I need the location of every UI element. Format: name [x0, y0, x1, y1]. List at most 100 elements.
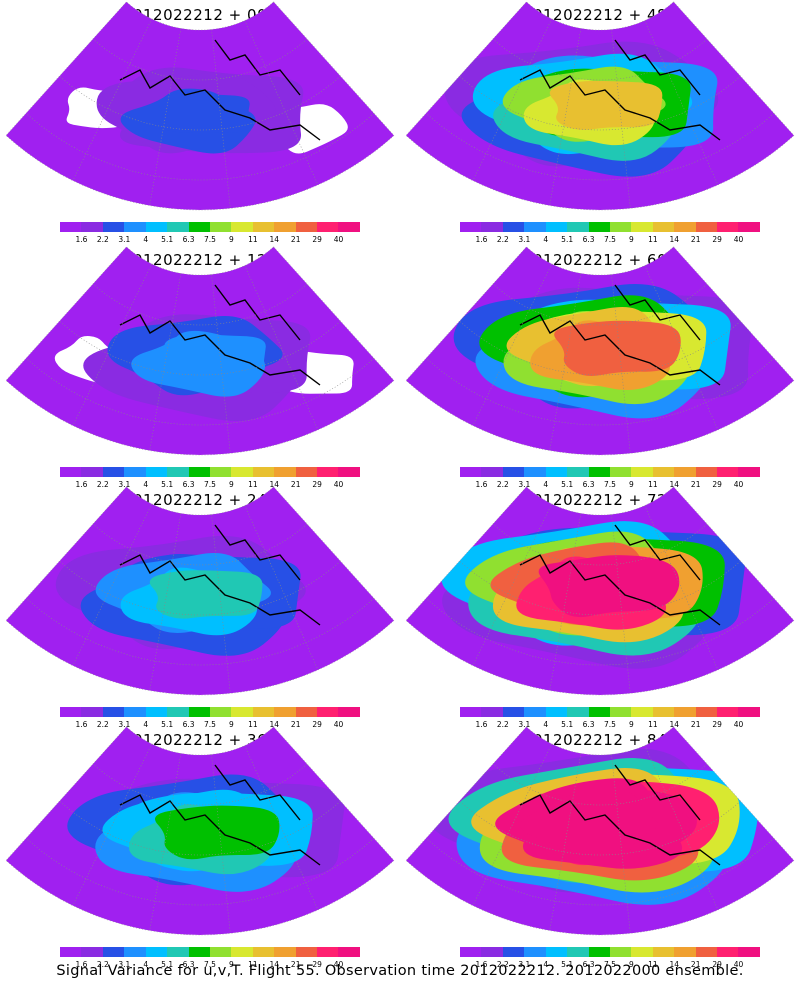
colorbar-label: 4 — [143, 235, 149, 244]
colorbar-swatch — [674, 707, 696, 717]
colorbar-label: 7.5 — [604, 235, 616, 244]
colorbar-swatch — [695, 947, 718, 957]
colorbar-swatch — [317, 222, 339, 232]
colorbar-label: 4 — [543, 235, 549, 244]
colorbar-label: 2.2 — [496, 960, 509, 969]
figure-caption: Signal Variance for u,v,T. Flight 55. Ob… — [56, 963, 744, 979]
colorbar-swatch — [545, 467, 568, 477]
colorbar-label: 7.5 — [204, 235, 216, 244]
colorbar-swatch — [274, 707, 296, 717]
colorbar-swatch — [252, 707, 275, 717]
colorbar-swatch — [209, 707, 232, 717]
colorbar-label: 11 — [248, 960, 258, 969]
variance-map — [5, 726, 395, 936]
colorbar-label: 40 — [733, 720, 744, 729]
colorbar-label: 5.1 — [561, 720, 574, 729]
variance-field — [405, 726, 795, 936]
colorbar-swatch — [717, 947, 739, 957]
graticule — [25, 503, 375, 694]
colorbar-label: 14 — [669, 235, 680, 244]
coastline — [519, 39, 721, 141]
colorbar — [460, 467, 760, 477]
colorbar-label: 6.3 — [182, 720, 195, 729]
colorbar-label: 9 — [229, 235, 234, 244]
colorbar-label: 3.1 — [518, 480, 531, 489]
colorbar-swatch — [460, 467, 482, 477]
colorbar-swatch — [295, 467, 318, 477]
coastline — [519, 284, 721, 386]
colorbar-labels: 1.6 2.2 3.1 4 5.1 6.3 7.5 9 11 14 21 29 40 — [460, 480, 760, 490]
colorbar-label: 40 — [333, 960, 344, 969]
forecast-panel: 2012022212 + 48h 1.6 2.2 3.1 4 5.1 6.3 7.5 9 11 14… — [400, 0, 800, 245]
colorbar-swatch — [124, 222, 146, 232]
colorbar-swatch — [481, 947, 503, 957]
colorbar-swatch — [609, 467, 632, 477]
colorbar-swatch — [60, 707, 82, 717]
graticule — [425, 503, 775, 694]
panel-title: 2012022212 + 84h — [522, 731, 678, 749]
coastline — [519, 764, 721, 866]
colorbar-swatch — [588, 222, 610, 232]
colorbar-swatch — [652, 222, 675, 232]
coastline — [119, 39, 321, 141]
colorbar-label: 21 — [290, 480, 301, 489]
colorbar-label: 29 — [312, 235, 322, 244]
colorbar-label: 5.1 — [161, 235, 174, 244]
coastline — [119, 284, 321, 386]
colorbar-labels: 1.6 2.2 3.1 4 5.1 6.3 7.5 9 11 14 21 29 40 — [460, 960, 760, 970]
colorbar-swatch — [652, 947, 675, 957]
coastline — [119, 764, 321, 866]
panel-title: 2012022212 + 24h — [122, 491, 278, 509]
colorbar-label: 40 — [333, 480, 344, 489]
colorbar-swatch — [631, 222, 653, 232]
coastline — [519, 524, 721, 626]
variance-field — [5, 246, 395, 456]
colorbar-label: 14 — [669, 480, 680, 489]
colorbar-swatch — [60, 222, 82, 232]
colorbar — [460, 707, 760, 717]
colorbar-swatch — [738, 707, 760, 717]
colorbar-label: 6.3 — [182, 960, 195, 969]
colorbar-label: 2.2 — [496, 235, 509, 244]
colorbar-label: 40 — [733, 235, 744, 244]
colorbar-label: 4 — [543, 480, 549, 489]
colorbar-swatch — [338, 222, 360, 232]
colorbar-swatch — [545, 707, 568, 717]
colorbar-labels: 1.6 2.2 3.1 4 5.1 6.3 7.5 9 11 14 21 29 40 — [60, 720, 360, 730]
colorbar-labels: 1.6 2.2 3.1 4 5.1 6.3 7.5 9 11 14 21 29 40 — [460, 235, 760, 245]
variance-field — [5, 1, 395, 211]
forecast-panel: 2012022212 + 84h 1.6 2.2 3.1 4 5.1 6.3 7.5 9 11 14… — [400, 725, 800, 970]
colorbar-label: 21 — [690, 960, 701, 969]
colorbar-label: 14 — [269, 720, 280, 729]
colorbar-label: 2.2 — [96, 720, 109, 729]
graticule — [425, 263, 775, 454]
colorbar-swatch — [524, 947, 546, 957]
colorbar-swatch — [124, 707, 146, 717]
colorbar-label: 3.1 — [118, 480, 131, 489]
colorbar-swatch — [188, 222, 210, 232]
colorbar-label: 40 — [733, 960, 744, 969]
colorbar-swatch — [188, 947, 210, 957]
colorbar-swatch — [188, 467, 210, 477]
colorbar-swatch — [738, 947, 760, 957]
graticule — [25, 263, 375, 454]
colorbar-swatch — [209, 467, 232, 477]
colorbar-swatch — [317, 467, 339, 477]
variance-map — [5, 486, 395, 696]
colorbar-swatch — [460, 222, 482, 232]
colorbar-swatch — [502, 947, 525, 957]
colorbar-swatch — [524, 707, 546, 717]
colorbar-swatch — [81, 467, 103, 477]
colorbar-swatch — [695, 467, 718, 477]
colorbar-swatch — [124, 947, 146, 957]
colorbar-label: 5.1 — [561, 235, 574, 244]
colorbar-label: 5.1 — [161, 720, 174, 729]
colorbar-swatch — [631, 707, 653, 717]
colorbar-swatch — [145, 947, 168, 957]
colorbar-label: 11 — [248, 480, 258, 489]
colorbar-label: 1.6 — [475, 235, 488, 244]
colorbar-swatch — [317, 947, 339, 957]
variance-field — [405, 246, 795, 456]
colorbar-swatch — [338, 467, 360, 477]
colorbar-label: 2.2 — [96, 960, 109, 969]
